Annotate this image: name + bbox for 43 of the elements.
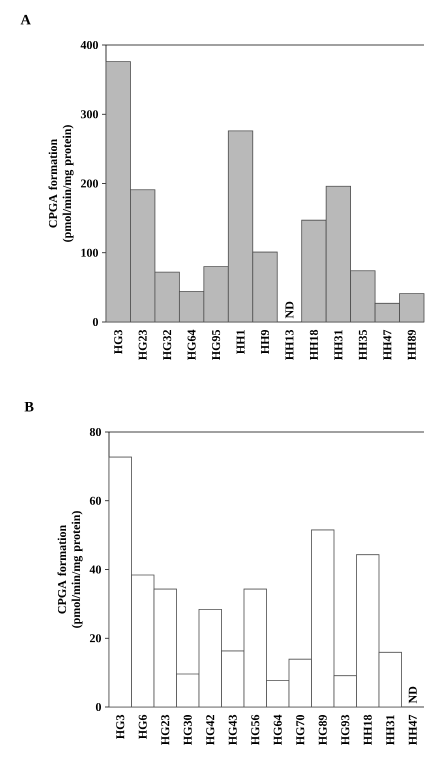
chart-title: A xyxy=(20,14,31,24)
y-axis-title: CPGA formation (pmol/min/mg protein) xyxy=(57,511,83,628)
x-tick-label: HG23 xyxy=(161,714,170,745)
x-tick-label: HH31 xyxy=(334,330,342,360)
y-tick-label: 200 xyxy=(80,179,98,188)
x-tick-label: HH47 xyxy=(383,330,392,360)
y-tick-label: 400 xyxy=(80,40,98,50)
y-tick-label: 0 xyxy=(96,702,101,712)
annotation: ND xyxy=(286,302,294,318)
x-tick-label: HH47 xyxy=(408,714,417,745)
x-tick-label: HH13 xyxy=(285,330,294,360)
y-tick-label: 100 xyxy=(81,248,98,257)
x-tick-label: HG70 xyxy=(296,714,304,745)
chart-title: B xyxy=(24,402,34,412)
x-tick-label: HH35 xyxy=(358,330,367,360)
x-tick-label: HH18 xyxy=(310,330,318,360)
x-tick-label: HG42 xyxy=(206,715,214,745)
x-tick-label: HG30 xyxy=(184,714,192,745)
x-tick-label: HH18 xyxy=(364,714,372,745)
y-tick-label: 80 xyxy=(90,428,101,436)
annotation: ND xyxy=(408,686,417,704)
y-tick-label: 300 xyxy=(80,110,98,118)
y-axis-title: CPGA formation (pmol/min/mg protein) xyxy=(48,125,74,242)
x-tick-label: HG6 xyxy=(138,714,147,739)
x-tick-label: HG93 xyxy=(341,714,350,745)
x-tick-label: HG23 xyxy=(138,330,147,360)
x-tick-label: HG89 xyxy=(318,714,327,745)
x-tick-label: HG3 xyxy=(114,330,122,354)
x-tick-label: HG3 xyxy=(116,714,124,739)
y-tick-label: 40 xyxy=(90,565,101,574)
x-tick-label: HG32 xyxy=(163,330,172,360)
x-tick-label: HH9 xyxy=(260,330,270,354)
x-tick-label: HG64 xyxy=(274,714,282,745)
y-tick-label: 60 xyxy=(90,496,101,505)
x-tick-label: HH1 xyxy=(236,330,244,354)
y-tick-label: 0 xyxy=(92,318,98,326)
x-tick-label: HG56 xyxy=(251,714,260,745)
x-tick-label: HG95 xyxy=(212,330,220,360)
x-tick-label: HG64 xyxy=(188,330,196,360)
x-tick-label: HG43 xyxy=(228,714,237,745)
x-tick-label: HH31 xyxy=(386,715,394,745)
x-tick-label: HH89 xyxy=(408,330,416,360)
y-tick-label: 20 xyxy=(90,634,101,642)
